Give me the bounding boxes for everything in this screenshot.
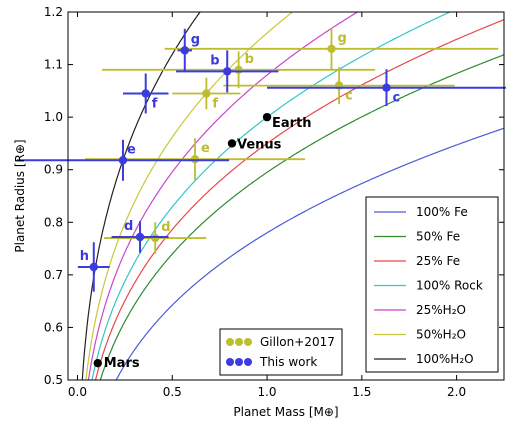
curve-1 <box>99 54 504 380</box>
data-legend-swatch-1-2 <box>244 358 252 366</box>
reference-planets: Earth Venus Mars <box>93 112 312 371</box>
series-0-point-3-label: e <box>201 141 210 156</box>
series-0-point-5-marker <box>327 44 336 53</box>
series-0-point-3-marker <box>190 155 200 164</box>
legend-frame <box>365 196 499 373</box>
y-tick-label-4: 0.9 <box>44 163 63 177</box>
series-1-point-2-label: d <box>124 219 133 234</box>
series-0-point-5-label: g <box>337 31 346 46</box>
series-0-point-4-marker <box>202 89 211 98</box>
series-1-point-6-marker <box>89 262 98 272</box>
legend-label-1: 50% Fe <box>416 230 460 244</box>
y-tick-label-7: 1.2 <box>44 5 63 19</box>
data-legend-label-0: Gillon+2017 <box>260 335 335 349</box>
series-1-point-4-label: f <box>152 96 158 111</box>
series-0-point-2-marker <box>151 233 160 243</box>
planet-2-label: Mars <box>104 356 140 371</box>
curve-5 <box>85 12 294 380</box>
y-axis-label: Planet Radius [R⊕] <box>13 139 27 252</box>
series-0-point-4-label: f <box>212 96 218 111</box>
data-legend-swatch-1-0 <box>226 358 234 366</box>
x-axis-label: Planet Mass [M⊕] <box>233 405 338 419</box>
series-1-point-1-marker <box>382 83 391 92</box>
series-1-point-0-marker <box>223 67 232 76</box>
y-tick-label-6: 1.1 <box>44 58 63 72</box>
y-tick-label-5: 1.0 <box>44 110 63 124</box>
series-0-point-2-label: d <box>161 220 170 235</box>
series-1-point-5-label: g <box>191 32 200 47</box>
curve-4 <box>87 12 359 380</box>
legend-label-5: 50%H₂O <box>416 328 466 342</box>
composition-legend: 100% Fe 50% Fe 25% Fe 100% Rock 25%H₂O 50%H₂O… <box>365 196 499 373</box>
data-legend-swatch-0-1 <box>235 338 243 346</box>
series-1-point-5-marker <box>180 46 189 55</box>
legend-label-6: 100%H₂O <box>416 352 474 366</box>
x-tick-label-2: 1.0 <box>257 385 276 399</box>
planet-0-marker <box>262 112 272 122</box>
series-0-point-1-label: c <box>345 89 353 104</box>
series-1-point-4-marker <box>141 89 150 98</box>
y-tick-label-1: 0.6 <box>44 320 63 334</box>
data-legend-swatch-0-2 <box>244 338 252 346</box>
series-1-point-1-label: c <box>392 91 400 106</box>
series-0-point-0-label: b <box>245 52 254 67</box>
axes: 0.0 0.5 1.0 1.5 2.0 0.5 0.6 0.7 0.8 0.9 1.0 1.1 1.2 <box>44 5 504 399</box>
series-1-point-3-label: e <box>127 142 136 157</box>
planet-1-marker <box>227 139 237 148</box>
data-legend-frame <box>219 328 343 376</box>
plot-frame <box>67 11 505 381</box>
legend-label-4: 25%H₂O <box>416 303 466 317</box>
x-tick-label-3: 1.5 <box>352 385 371 399</box>
data-legend-swatch-0-0 <box>226 338 234 346</box>
planet-1-label: Venus <box>237 137 282 152</box>
data-legend-label-1: This work <box>259 355 317 369</box>
data-legend: Gillon+2017 This work <box>219 328 343 376</box>
y-tick-label-3: 0.8 <box>44 215 63 229</box>
x-tick-label-4: 2.0 <box>447 385 466 399</box>
data-legend-swatch-1-1 <box>235 358 243 366</box>
series-1-point-0-label: b <box>210 53 219 68</box>
y-tick-label-2: 0.7 <box>44 268 63 282</box>
series-1-point-2-marker <box>135 232 145 242</box>
legend-label-2: 25% Fe <box>416 254 460 268</box>
series-0-point-0-marker <box>234 65 243 75</box>
x-tick-label-0: 0.0 <box>68 385 87 399</box>
legend-label-0: 100% Fe <box>416 205 468 219</box>
x-tick-label-1: 0.5 <box>163 385 182 399</box>
planet-2-marker <box>93 358 102 368</box>
y-tick-label-0: 0.5 <box>44 373 63 387</box>
curve-0 <box>115 127 504 380</box>
series-1-point-6-label: h <box>80 249 89 264</box>
legend-label-3: 100% Rock <box>416 279 483 293</box>
series-1-point-3-marker <box>118 156 128 165</box>
planet-0-label: Earth <box>272 116 312 131</box>
